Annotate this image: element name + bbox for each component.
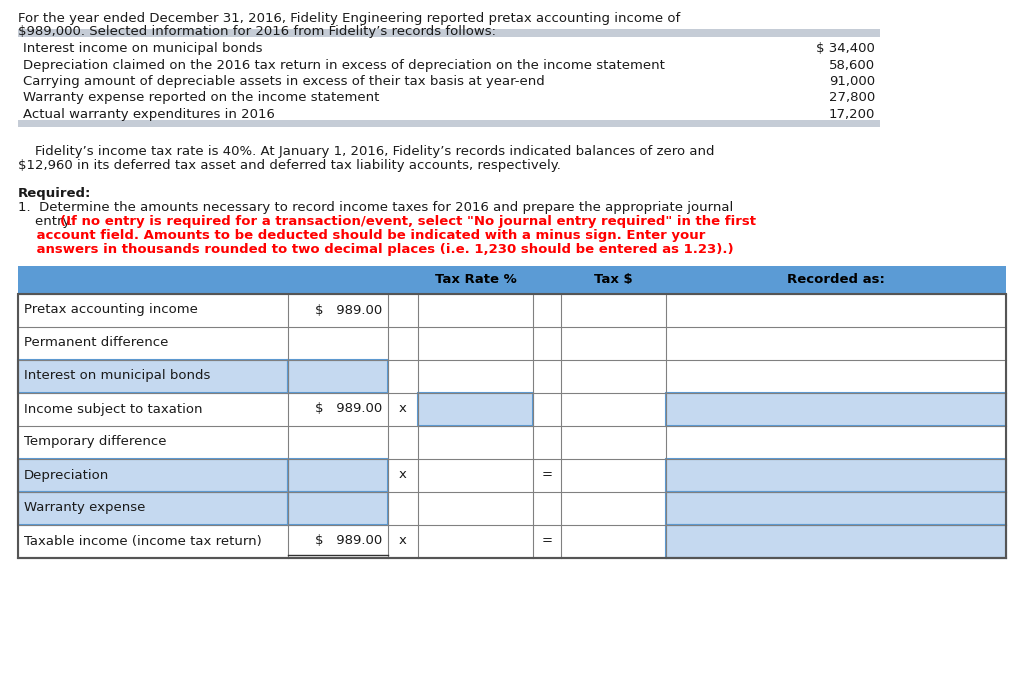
Text: entry.: entry. (18, 216, 77, 228)
Bar (18, 458, 288, 491)
Bar (418, 393, 534, 426)
Bar (666, 458, 1006, 491)
Text: Tax Rate %: Tax Rate % (434, 273, 516, 286)
Text: Permanent difference: Permanent difference (24, 337, 168, 349)
Text: (If no entry is required for a transaction/event, select "No journal entry requi: (If no entry is required for a transacti… (60, 216, 756, 228)
Text: =: = (542, 468, 553, 482)
Text: Fidelity’s income tax rate is 40%. At January 1, 2016, Fidelity’s records indica: Fidelity’s income tax rate is 40%. At Ja… (18, 144, 715, 158)
Bar (288, 458, 388, 491)
Text: $12,960 in its deferred tax asset and deferred tax liability accounts, respectiv: $12,960 in its deferred tax asset and de… (18, 158, 561, 172)
Bar (18, 293, 1006, 557)
Bar (666, 393, 1006, 426)
Bar (18, 360, 288, 393)
Bar (18, 120, 880, 127)
Text: 91,000: 91,000 (828, 75, 874, 88)
Text: Depreciation claimed on the 2016 tax return in excess of depreciation on the inc: Depreciation claimed on the 2016 tax ret… (23, 59, 665, 71)
Text: Income subject to taxation: Income subject to taxation (24, 402, 203, 416)
Text: Depreciation: Depreciation (24, 468, 110, 482)
Text: Interest on municipal bonds: Interest on municipal bonds (24, 370, 210, 382)
Text: =: = (542, 535, 553, 547)
Bar (288, 458, 388, 491)
Bar (18, 265, 1006, 293)
Text: Required:: Required: (18, 186, 91, 200)
Text: x: x (399, 535, 407, 547)
Text: answers in thousands rounded to two decimal places (i.e. 1,230 should be entered: answers in thousands rounded to two deci… (18, 244, 733, 256)
Text: $   989.00: $ 989.00 (314, 304, 382, 316)
Text: 58,600: 58,600 (828, 59, 874, 71)
Text: x: x (399, 402, 407, 416)
Text: $   989.00: $ 989.00 (314, 402, 382, 416)
Text: Temporary difference: Temporary difference (24, 435, 167, 449)
Bar (288, 360, 388, 393)
Bar (288, 360, 388, 393)
Bar (18, 360, 288, 393)
Text: account field. Amounts to be deducted should be indicated with a minus sign. Ent: account field. Amounts to be deducted sh… (18, 230, 706, 242)
Text: Warranty expense: Warranty expense (24, 501, 145, 514)
Bar (666, 458, 1006, 491)
Text: Carrying amount of depreciable assets in excess of their tax basis at year-end: Carrying amount of depreciable assets in… (23, 75, 545, 88)
Text: 1.  Determine the amounts necessary to record income taxes for 2016 and prepare : 1. Determine the amounts necessary to re… (18, 202, 733, 214)
Text: Actual warranty expenditures in 2016: Actual warranty expenditures in 2016 (23, 108, 274, 121)
Bar (18, 491, 288, 524)
Bar (288, 491, 388, 524)
Text: Interest income on municipal bonds: Interest income on municipal bonds (23, 42, 262, 55)
Bar (418, 393, 534, 426)
Text: Recorded as:: Recorded as: (787, 273, 885, 286)
Bar (18, 29, 880, 37)
Text: Tax $: Tax $ (594, 273, 633, 286)
Bar (18, 491, 288, 524)
Text: For the year ended December 31, 2016, Fidelity Engineering reported pretax accou: For the year ended December 31, 2016, Fi… (18, 12, 680, 25)
Text: $ 34,400: $ 34,400 (816, 42, 874, 55)
Bar (666, 491, 1006, 524)
Text: 27,800: 27,800 (828, 92, 874, 104)
Text: 17,200: 17,200 (828, 108, 874, 121)
Text: Pretax accounting income: Pretax accounting income (24, 304, 198, 316)
Bar (18, 458, 288, 491)
Text: $989,000. Selected information for 2016 from Fidelity’s records follows:: $989,000. Selected information for 2016 … (18, 25, 496, 38)
Bar (666, 524, 1006, 557)
Text: Taxable income (income tax return): Taxable income (income tax return) (24, 535, 262, 547)
Bar (666, 524, 1006, 557)
Text: x: x (399, 468, 407, 482)
Bar (666, 393, 1006, 426)
Text: $   989.00: $ 989.00 (314, 535, 382, 547)
Text: Warranty expense reported on the income statement: Warranty expense reported on the income … (23, 92, 379, 104)
Bar (288, 491, 388, 524)
Bar (666, 491, 1006, 524)
